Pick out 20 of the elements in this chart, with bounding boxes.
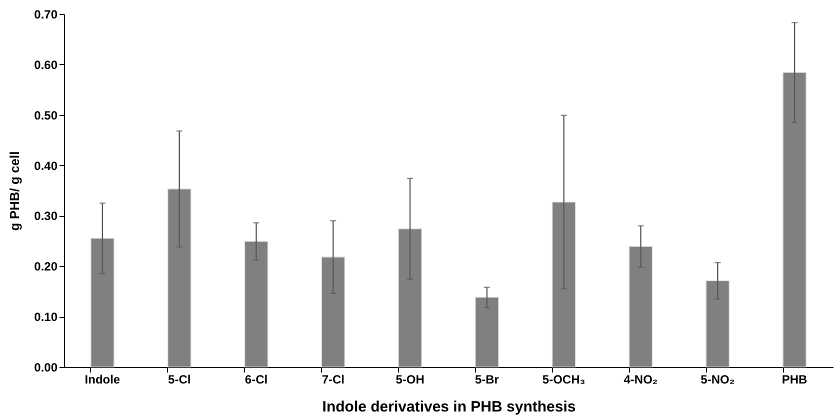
y-tick-label: 0.50	[34, 108, 58, 122]
y-tick-label: 0.30	[34, 209, 58, 224]
y-tick-label: 0.00	[34, 360, 58, 374]
x-tick-label: PHB	[782, 372, 808, 386]
y-tick-label: 0.40	[34, 158, 58, 173]
y-axis-title: g PHB/ g cell	[7, 151, 22, 231]
x-tick-label: 4-NO₂	[624, 372, 658, 386]
y-tick-label: 0.70	[34, 8, 58, 22]
x-tick-label: 5-NO₂	[700, 372, 735, 386]
x-tick-label: Indole	[84, 372, 120, 386]
x-tick-label: 5-Cl	[168, 372, 191, 386]
x-axis-title: Indole derivatives in PHB synthesis	[322, 398, 576, 416]
y-tick-label: 0.60	[34, 58, 58, 72]
x-tick-label: 7-Cl	[322, 372, 344, 386]
x-tick-label: 5-OH	[396, 372, 424, 386]
x-tick-label: 5-Br	[474, 372, 500, 386]
y-tick-label: 0.20	[34, 260, 58, 274]
y-tick-label: 0.10	[34, 310, 58, 324]
x-tick-label: 5-OCH₃	[542, 372, 586, 386]
x-tick-label: 6-Cl	[244, 372, 268, 386]
